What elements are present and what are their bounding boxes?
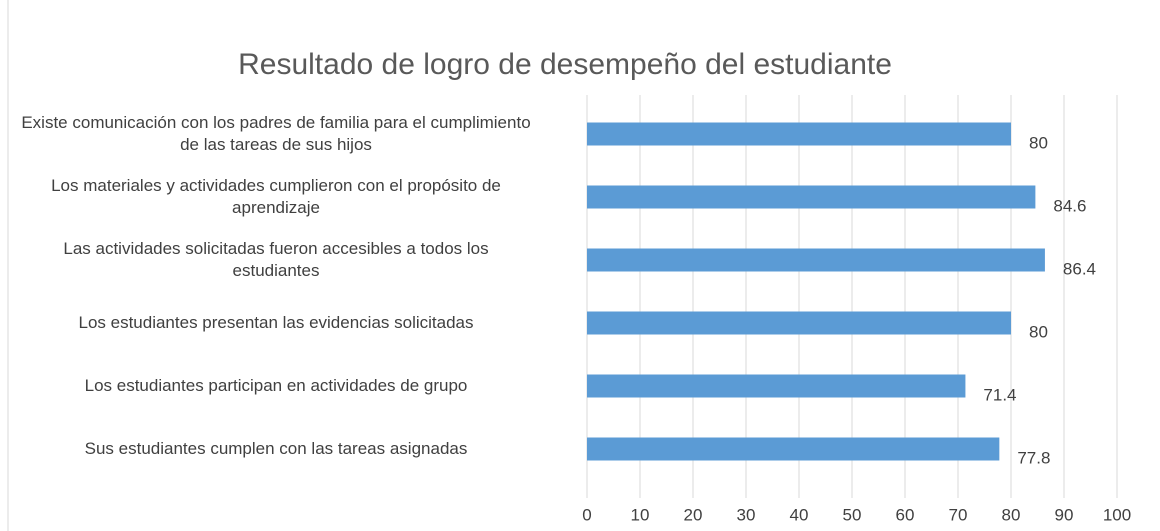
x-tick-label: 0 (582, 505, 591, 524)
x-tick-label: 10 (631, 505, 650, 524)
data-label: 80 (1029, 133, 1048, 152)
y-tick-label: Los materiales y actividades cumplieron … (51, 176, 501, 217)
data-label: 80 (1029, 322, 1048, 341)
bar (587, 122, 1011, 146)
chart-title: Resultado de logro de desempeño del estu… (238, 48, 892, 81)
y-tick-label: Los estudiantes participan en actividade… (84, 376, 468, 395)
data-label: 71.4 (983, 385, 1016, 404)
bar (587, 248, 1045, 272)
y-tick-label: Las actividades solicitadas fueron acces… (63, 239, 489, 280)
data-label: 86.4 (1063, 259, 1096, 278)
bar (587, 437, 1000, 461)
y-tick-label: Existe comunicación con los padres de fa… (21, 113, 531, 154)
x-tick-label: 100 (1103, 505, 1131, 524)
x-tick-label: 40 (790, 505, 809, 524)
y-tick-label: Los estudiantes presentan las evidencias… (78, 313, 474, 332)
bar (587, 374, 966, 398)
x-tick-label: 20 (684, 505, 703, 524)
bar (587, 311, 1011, 335)
x-tick-label: 50 (843, 505, 862, 524)
y-tick-label: Sus estudiantes cumplen con las tareas a… (84, 439, 468, 458)
x-tick-label: 70 (949, 505, 968, 524)
x-tick-label: 80 (1002, 505, 1021, 524)
data-label: 77.8 (1017, 448, 1050, 467)
data-label: 84.6 (1053, 196, 1086, 215)
x-tick-label: 60 (896, 505, 915, 524)
x-tick-label: 30 (737, 505, 756, 524)
bar (587, 185, 1036, 209)
x-tick-label: 90 (1055, 505, 1074, 524)
